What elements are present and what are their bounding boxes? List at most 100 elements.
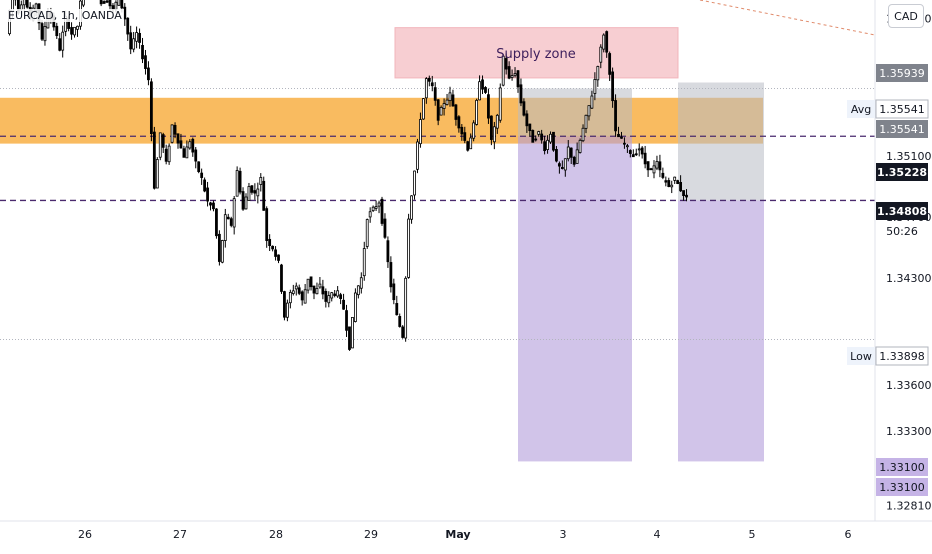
- candle-up: [590, 95, 594, 109]
- candle-down: [321, 286, 325, 295]
- candle-up: [492, 126, 496, 143]
- candle-down: [280, 264, 283, 292]
- candle-up: [599, 46, 603, 63]
- candle-down: [649, 168, 653, 171]
- candle-down: [182, 148, 186, 158]
- candle-down: [173, 124, 177, 135]
- y-tick-label: 1.35100: [886, 150, 932, 163]
- candle-down: [200, 172, 204, 178]
- candle-up: [546, 139, 549, 150]
- candle-up: [223, 214, 227, 241]
- candle-up: [575, 149, 579, 164]
- candle-up: [359, 277, 363, 289]
- candle-down: [123, 6, 127, 20]
- candle-down: [460, 126, 464, 135]
- candle-up: [353, 292, 357, 322]
- candle-up: [356, 285, 360, 296]
- price-label: 1.33898: [879, 350, 925, 363]
- symbol-label: EURCAD, 1h, OANDA: [6, 9, 124, 22]
- candle-down: [25, 0, 29, 8]
- candle-up: [291, 290, 295, 294]
- candle-up: [652, 165, 656, 174]
- candle-up: [285, 302, 289, 318]
- price-label-box: [876, 222, 928, 240]
- candle-up: [563, 158, 567, 171]
- candle-down: [268, 238, 272, 247]
- candle-down: [102, 1, 106, 4]
- candle-down: [463, 132, 467, 141]
- candle-up: [362, 248, 366, 277]
- candle-down: [194, 149, 198, 162]
- candle-down: [611, 71, 615, 102]
- candle-down: [176, 133, 180, 144]
- caption-box: [847, 347, 875, 365]
- candle-down: [229, 218, 233, 226]
- candle-down: [531, 129, 535, 143]
- candle-up: [368, 211, 372, 218]
- price-label: 1.35541: [879, 123, 925, 136]
- x-tick-label: 28: [269, 528, 283, 541]
- candle-up: [578, 139, 582, 153]
- candle-down: [555, 149, 558, 162]
- position-target-zone: [518, 136, 632, 462]
- candle-up: [81, 0, 85, 6]
- candle-up: [220, 240, 224, 263]
- candle-down: [519, 84, 523, 104]
- candle-down: [345, 310, 348, 331]
- candle-down: [631, 154, 635, 158]
- x-tick-label: 26: [78, 528, 92, 541]
- candle-down: [436, 99, 440, 121]
- candle-down: [144, 55, 147, 69]
- candle-down: [241, 191, 245, 210]
- candle-down: [277, 254, 280, 261]
- candle-up: [185, 146, 189, 159]
- candle-up: [327, 295, 331, 304]
- candle-up: [135, 32, 139, 42]
- candle-up: [294, 285, 298, 290]
- price-label-box: [875, 346, 929, 366]
- candle-down: [643, 152, 647, 165]
- candle-down: [661, 172, 665, 178]
- candle-up: [442, 103, 446, 109]
- x-tick-label: 3: [560, 528, 567, 541]
- candle-up: [306, 278, 310, 291]
- candle-up: [587, 105, 591, 117]
- candle-up: [117, 0, 121, 6]
- candle-down: [209, 202, 212, 206]
- candle-down: [271, 245, 275, 250]
- candle-down: [658, 161, 662, 171]
- candle-up: [158, 132, 162, 158]
- price-caption: Avg: [851, 103, 871, 116]
- candle-up: [247, 186, 251, 201]
- candle-up: [61, 31, 65, 51]
- candle-down: [676, 180, 680, 184]
- candle-down: [217, 233, 221, 262]
- candle-up: [365, 219, 369, 247]
- candle-down: [522, 101, 526, 116]
- candle-down: [179, 140, 183, 149]
- candle-down: [274, 249, 277, 257]
- candle-up: [404, 277, 408, 339]
- candle-down: [383, 218, 387, 238]
- candle-down: [620, 136, 623, 139]
- candle-up: [76, 25, 79, 30]
- candle-down: [623, 142, 626, 145]
- candle-up: [256, 188, 260, 197]
- currency-button[interactable]: CAD: [888, 4, 924, 28]
- candle-down: [430, 82, 434, 87]
- price-label-box: [876, 202, 928, 220]
- candle-down: [380, 198, 384, 224]
- candle-up: [259, 177, 263, 185]
- candle-up: [22, 0, 26, 6]
- candle-down: [433, 87, 437, 101]
- candle-down: [342, 299, 345, 310]
- candle-down: [250, 185, 254, 193]
- price-label-box: [876, 64, 928, 82]
- candle-up: [513, 73, 517, 76]
- candle-down: [557, 163, 561, 167]
- candle-up: [445, 99, 449, 105]
- candle-up: [448, 92, 452, 101]
- candle-down: [617, 133, 620, 138]
